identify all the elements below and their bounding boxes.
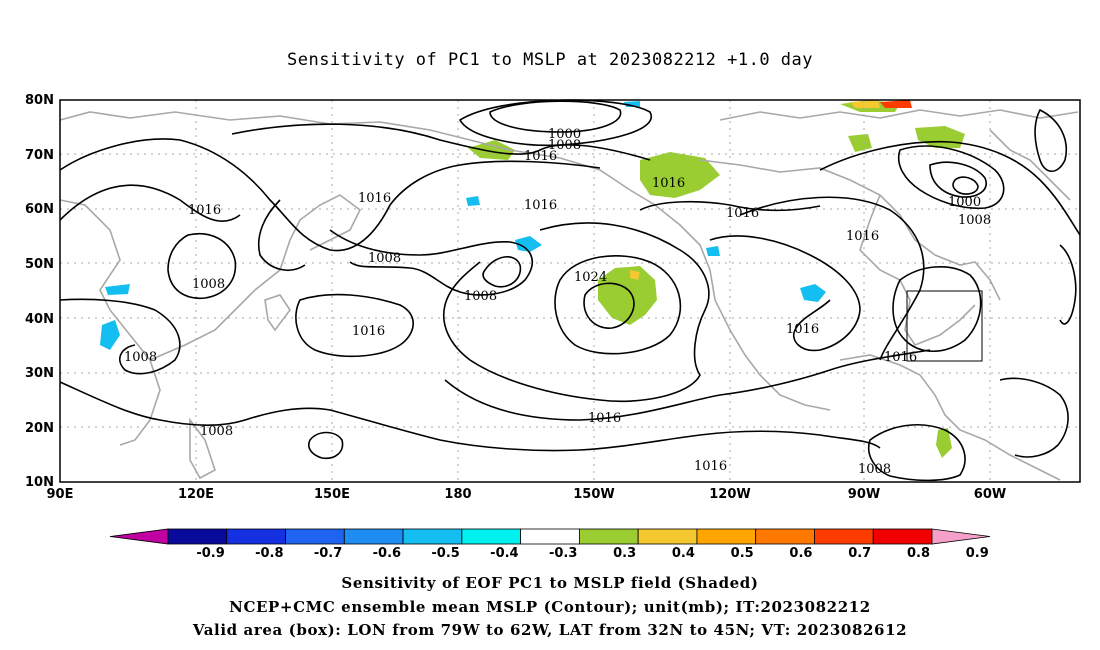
colorbar-box	[285, 528, 345, 545]
shade-patch-labrador	[915, 126, 965, 148]
mslp-contours	[59, 99, 1081, 482]
colorbar-tick-label: 0.9	[966, 546, 989, 561]
contour-label: 1000	[548, 127, 581, 142]
colorbar-box	[402, 528, 463, 545]
lat-label: 40N	[25, 312, 54, 327]
colorbar-labels: -0.9 -0.8 -0.7 -0.6 -0.5 -0.4 -0.3 0.3 0.4 0.5 0.6…	[196, 546, 988, 561]
shade-patch-neg-pac	[466, 196, 480, 206]
contour-label: 1008	[548, 138, 581, 153]
colorbar-tick-label: -0.7	[314, 546, 342, 561]
contour-label: 1024	[574, 270, 607, 285]
latitude-labels: 80N 70N 60N 50N 40N 30N 20N 10N	[25, 93, 54, 490]
colorbar-arrow-left	[109, 528, 169, 545]
colorbar-box	[755, 528, 815, 545]
contour-label: 1000	[948, 195, 981, 210]
contour-label: 1016	[652, 176, 685, 191]
colorbar-tick-label: -0.8	[255, 546, 283, 561]
colorbar-box	[696, 528, 757, 545]
lat-label: 20N	[25, 421, 54, 436]
lat-label: 50N	[25, 257, 54, 272]
contour-label: 1008	[858, 462, 891, 477]
shade-patch-arctic	[468, 140, 515, 160]
coastlines	[59, 109, 1079, 481]
contour-label: 1016	[524, 198, 557, 213]
map-title: Sensitivity of PC1 to MSLP at 2023082212…	[286, 50, 813, 70]
shade-patch-pacific-high	[598, 266, 657, 325]
contour-label: 1016	[358, 191, 391, 206]
colorbar-box	[520, 528, 580, 545]
contour-label: 1016	[846, 229, 879, 244]
longitude-labels: 90E 120E 150E 180 150W 120W 90W 60W	[47, 487, 1007, 502]
contour-label: 1008	[200, 424, 233, 439]
shade-patch-neg-asia1	[100, 320, 120, 350]
contour-label: 1008	[464, 289, 497, 304]
contour-label: 1016	[188, 203, 221, 218]
shade-patch-pacific-high-inner	[630, 270, 640, 280]
lat-label: 60N	[25, 202, 54, 217]
shade-patch-arctic-red	[880, 100, 912, 108]
contour-label: 1016	[884, 350, 917, 365]
colorbar	[109, 528, 991, 545]
colorbar-tick-label: 0.7	[848, 546, 871, 561]
footer-line-2: NCEP+CMC ensemble mean MSLP (Contour); u…	[229, 598, 871, 616]
colorbar-tick-label: -0.4	[490, 546, 518, 561]
colorbar-tick-label: 0.5	[731, 546, 754, 561]
colorbar-box	[343, 528, 404, 545]
footer-line-3: Valid area (box): LON from 79W to 62W, L…	[192, 621, 908, 639]
map-frame	[59, 99, 1081, 483]
colorbar-arrow-right	[931, 528, 991, 545]
contour-labels: 1000 1008 1016 1016 1016 1016 1008 1008 …	[124, 127, 991, 477]
contour-label: 1008	[368, 251, 401, 266]
contour-label: 1008	[192, 277, 225, 292]
shade-patch-neg-np	[515, 236, 542, 252]
contour-label: 1016	[694, 459, 727, 474]
colorbar-box	[167, 528, 228, 545]
shade-patch-greenland-inner	[850, 100, 880, 108]
lat-label: 80N	[25, 93, 54, 108]
colorbar-tick-label: 0.4	[672, 546, 695, 561]
lon-label: 120W	[709, 487, 750, 502]
contour-label: 1016	[588, 411, 621, 426]
colorbar-box	[637, 528, 698, 545]
contour-label: 1016	[726, 206, 759, 221]
shade-patch-neg-asia2	[105, 284, 130, 295]
contour-label: 1016	[786, 322, 819, 337]
lon-label: 150E	[314, 487, 350, 502]
lon-label: 90W	[848, 487, 880, 502]
lat-label: 10N	[25, 475, 54, 490]
shade-patch-caribbean	[936, 428, 952, 458]
lon-label: 90E	[47, 487, 74, 502]
contour-label: 1008	[958, 213, 991, 228]
colorbar-tick-label: 0.3	[613, 546, 636, 561]
colorbar-tick-label: 0.8	[907, 546, 930, 561]
lon-label: 150W	[573, 487, 614, 502]
colorbar-box	[461, 528, 522, 545]
lat-label: 70N	[25, 148, 54, 163]
shade-patch-neg-na	[800, 284, 826, 302]
contour-label: 1008	[124, 350, 157, 365]
lon-label: 60W	[974, 487, 1006, 502]
valid-area-box	[906, 290, 983, 362]
colorbar-tick-label: -0.9	[196, 546, 224, 561]
contour-label: 1016	[352, 324, 385, 339]
shade-patch-hudson	[848, 134, 872, 152]
colorbar-tick-label: 0.6	[789, 546, 812, 561]
colorbar-box	[226, 528, 286, 545]
colorbar-box	[814, 528, 874, 545]
lon-label: 120E	[178, 487, 214, 502]
sensitivity-shading	[100, 100, 965, 458]
colorbar-tick-label: -0.6	[373, 546, 401, 561]
contour-label: 1016	[524, 149, 557, 164]
colorbar-box	[872, 528, 933, 545]
lat-label: 30N	[25, 366, 54, 381]
lon-label: 180	[444, 487, 471, 502]
shade-patch-bering	[640, 152, 720, 198]
footer-line-1: Sensitivity of EOF PC1 to MSLP field (Sh…	[341, 574, 759, 592]
colorbar-tick-label: -0.5	[431, 546, 459, 561]
shade-patch-neg-gulf	[706, 246, 720, 256]
colorbar-box	[578, 528, 639, 545]
colorbar-tick-label: -0.3	[549, 546, 577, 561]
